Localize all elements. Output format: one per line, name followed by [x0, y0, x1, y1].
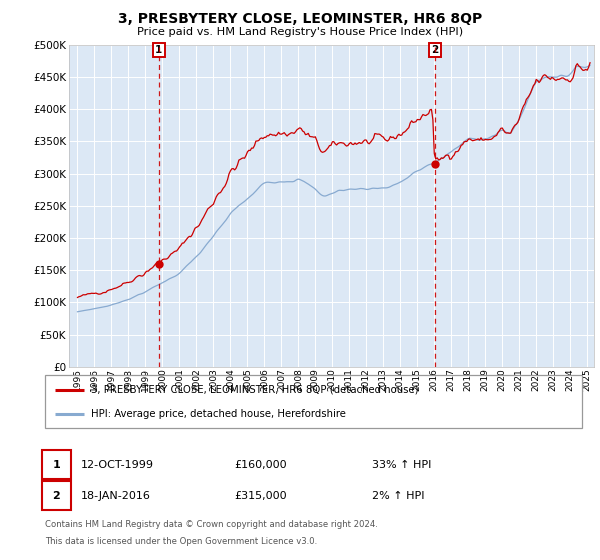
Text: 12-OCT-1999: 12-OCT-1999: [81, 460, 154, 470]
Text: Contains HM Land Registry data © Crown copyright and database right 2024.: Contains HM Land Registry data © Crown c…: [45, 520, 378, 529]
Text: 1: 1: [155, 45, 163, 55]
Text: £160,000: £160,000: [234, 460, 287, 470]
Text: 1: 1: [53, 460, 60, 470]
Text: 18-JAN-2016: 18-JAN-2016: [81, 491, 151, 501]
Text: 2% ↑ HPI: 2% ↑ HPI: [372, 491, 425, 501]
Text: This data is licensed under the Open Government Licence v3.0.: This data is licensed under the Open Gov…: [45, 537, 317, 546]
Text: HPI: Average price, detached house, Herefordshire: HPI: Average price, detached house, Here…: [91, 409, 346, 419]
Text: £315,000: £315,000: [234, 491, 287, 501]
Text: Price paid vs. HM Land Registry's House Price Index (HPI): Price paid vs. HM Land Registry's House …: [137, 27, 463, 37]
Text: 3, PRESBYTERY CLOSE, LEOMINSTER, HR6 8QP (detached house): 3, PRESBYTERY CLOSE, LEOMINSTER, HR6 8QP…: [91, 385, 418, 395]
Text: 33% ↑ HPI: 33% ↑ HPI: [372, 460, 431, 470]
Text: 2: 2: [53, 491, 60, 501]
Text: 3, PRESBYTERY CLOSE, LEOMINSTER, HR6 8QP: 3, PRESBYTERY CLOSE, LEOMINSTER, HR6 8QP: [118, 12, 482, 26]
Text: 2: 2: [431, 45, 439, 55]
